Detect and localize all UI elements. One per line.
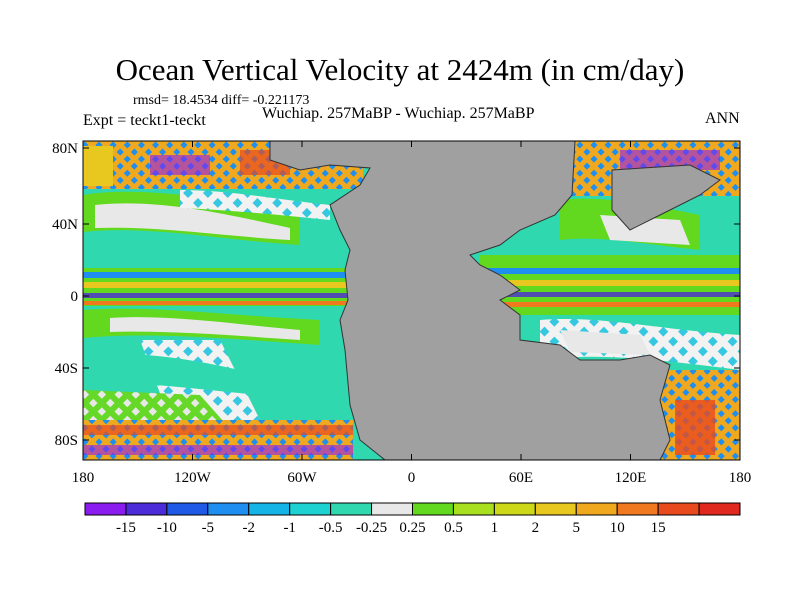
colorbar-box — [452, 502, 495, 516]
colorbar-box — [534, 502, 577, 516]
rmsd-diff-stats: rmsd= 18.4534 diff= -0.221173 — [133, 93, 310, 108]
colorbar-label: 2 — [532, 520, 540, 536]
colorbar-label: 0.25 — [399, 520, 425, 536]
latitude-ticks: 80N 40N 0 40S 80S — [52, 141, 740, 449]
colorbar-label: -1 — [283, 520, 296, 536]
lon-tick-label: 180 — [72, 470, 95, 486]
colorbar-box — [125, 502, 168, 516]
lon-tick-label: 60W — [287, 470, 317, 486]
colorbar-box — [166, 502, 209, 516]
continent-landmass — [269, 141, 671, 460]
season-label: ANN — [705, 110, 740, 127]
colorbar-label: -5 — [202, 520, 215, 536]
colorbar-box — [698, 502, 741, 516]
colorbar-box — [289, 502, 332, 516]
colorbar-box — [84, 502, 127, 516]
colorbar-label: 1 — [491, 520, 499, 536]
plot-title: Ocean Vertical Velocity at 2424m (in cm/… — [115, 52, 685, 87]
lon-tick-label: 180 — [729, 470, 752, 486]
colorbar-box — [616, 502, 659, 516]
colorbar-box — [657, 502, 700, 516]
colorbar-label: -0.5 — [319, 520, 343, 536]
lon-tick-label: 60E — [509, 470, 533, 486]
lon-tick-label: 120E — [615, 470, 647, 486]
experiment-label: Expt = teckt1-teckt — [83, 112, 206, 129]
lat-tick-label: 80N — [52, 141, 78, 157]
colorbar-label: -2 — [243, 520, 256, 536]
colorbar-label: -10 — [157, 520, 177, 536]
colorbar-box — [330, 502, 373, 516]
colorbar-label: 5 — [573, 520, 581, 536]
map-field — [83, 141, 740, 460]
lat-tick-label: 40S — [55, 361, 78, 377]
lat-tick-label: 0 — [71, 289, 79, 305]
colorbar-box — [248, 502, 291, 516]
colorbar-label: 10 — [610, 520, 625, 536]
colorbar-box — [493, 502, 536, 516]
lat-tick-label: 40N — [52, 217, 78, 233]
lat-tick-label: 80S — [55, 433, 78, 449]
colorbar-label: 15 — [651, 520, 666, 536]
colorbar-box — [412, 502, 454, 516]
colorbar-label: 0.5 — [444, 520, 463, 536]
colorbar-label: -0.25 — [356, 520, 387, 536]
colorbar-label: -15 — [116, 520, 136, 536]
longitude-ticks: 180 120W 60W 0 60E 120E 180 — [72, 141, 752, 486]
colorbar-box — [371, 502, 413, 516]
colorbar-box — [207, 502, 250, 516]
case-comparison-label: Wuchiap. 257MaBP - Wuchiap. 257MaBP — [262, 105, 535, 122]
lon-tick-label: 0 — [408, 470, 416, 486]
lon-tick-label: 120W — [174, 470, 212, 486]
colorbar-box — [575, 502, 618, 516]
